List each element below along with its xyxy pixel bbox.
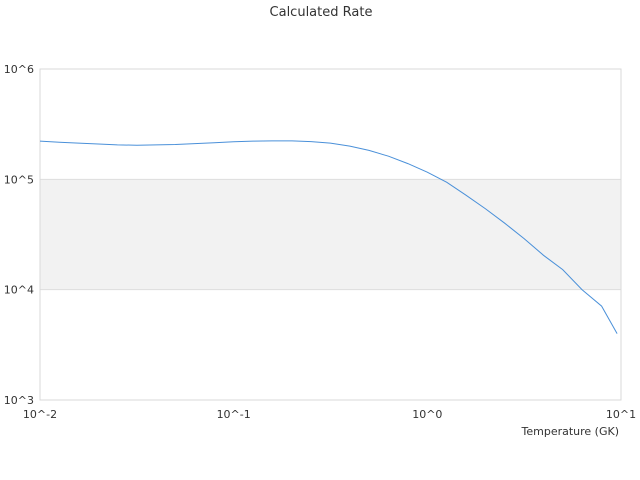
x-tick-label: 10^-2 (23, 408, 57, 421)
background-bands (40, 179, 621, 290)
plot-area (39, 68, 622, 401)
x-tick-label: 10^-1 (217, 408, 251, 421)
y-axis-ticks: 10^3 10^4 10^5 10^6 (4, 63, 34, 407)
chart-title: Calculated Rate (270, 5, 373, 20)
x-tick-label: 10^1 (606, 408, 636, 421)
y-tick-label: 10^4 (4, 284, 34, 297)
x-axis-title: Temperature (GK) (521, 425, 620, 438)
background-band (40, 179, 621, 290)
y-tick-label: 10^6 (4, 63, 34, 76)
series-layer (39, 140, 618, 334)
y-tick-label: 10^3 (4, 394, 34, 407)
x-axis-ticks: 10^-2 10^-1 10^0 10^1 (23, 408, 636, 421)
series-line (39, 140, 618, 334)
x-tick-label: 10^0 (412, 408, 442, 421)
y-tick-label: 10^5 (4, 173, 34, 186)
